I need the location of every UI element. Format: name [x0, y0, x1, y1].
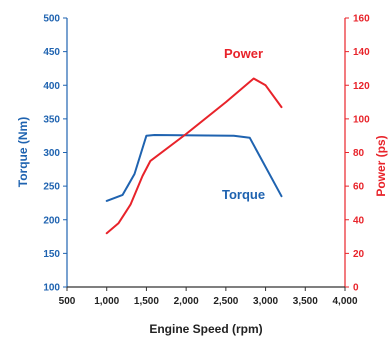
right-axis: 0 20 40 60 80 100 120 140 160 — [344, 14, 370, 294]
legend-label-power: Power — [224, 46, 263, 61]
right-tick-label: 100 — [353, 114, 370, 125]
left-tick-label: 200 — [43, 215, 60, 226]
left-tick-label: 350 — [43, 114, 60, 125]
right-tick-label: 40 — [353, 215, 365, 226]
bottom-tick-label: 1,000 — [94, 296, 119, 307]
bottom-tick-label: 2,000 — [174, 296, 199, 307]
left-tick-label: 250 — [43, 182, 60, 193]
legend-label-torque: Torque — [222, 187, 265, 202]
right-tick-label: 20 — [353, 249, 365, 260]
x-axis-title: Engine Speed (rpm) — [149, 322, 262, 336]
right-tick-label: 80 — [353, 148, 365, 159]
right-tick-label: 60 — [353, 182, 365, 193]
bottom-tick-label: 4,000 — [332, 296, 357, 307]
bottom-axis: 500 1,000 1,500 2,000 2,500 3,000 3,500 4,000 — [59, 286, 358, 307]
left-axis: 100 150 200 250 300 350 400 450 500 — [43, 14, 68, 294]
bottom-tick-label: 1,500 — [134, 296, 159, 307]
bottom-tick-label: 2,500 — [213, 296, 238, 307]
right-tick-label: 160 — [353, 14, 370, 25]
bottom-tick-label: 500 — [59, 296, 76, 307]
left-tick-label: 150 — [43, 249, 60, 260]
left-tick-label: 500 — [43, 14, 60, 25]
right-tick-label: 140 — [353, 47, 370, 58]
series-layer — [105, 77, 283, 235]
bottom-tick-label: 3,500 — [293, 296, 318, 307]
left-tick-label: 100 — [43, 283, 60, 294]
y-axis-right-title: Power (ps) — [374, 135, 388, 196]
left-tick-label: 400 — [43, 81, 60, 92]
y-axis-left-title: Torque (Nm) — [16, 117, 30, 187]
right-tick-label: 0 — [353, 283, 359, 294]
right-tick-label: 120 — [353, 81, 370, 92]
bottom-tick-label: 3,000 — [253, 296, 278, 307]
left-tick-label: 300 — [43, 148, 60, 159]
power-series-line — [105, 77, 283, 235]
left-tick-label: 450 — [43, 47, 60, 58]
torque-series-line — [105, 134, 283, 202]
